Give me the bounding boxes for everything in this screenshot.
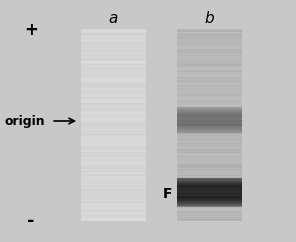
Text: -: -: [27, 212, 34, 230]
Text: a: a: [108, 11, 118, 26]
Text: F: F: [162, 187, 172, 201]
Text: origin: origin: [4, 114, 45, 128]
Text: +: +: [24, 21, 38, 39]
Text: b: b: [205, 11, 214, 26]
